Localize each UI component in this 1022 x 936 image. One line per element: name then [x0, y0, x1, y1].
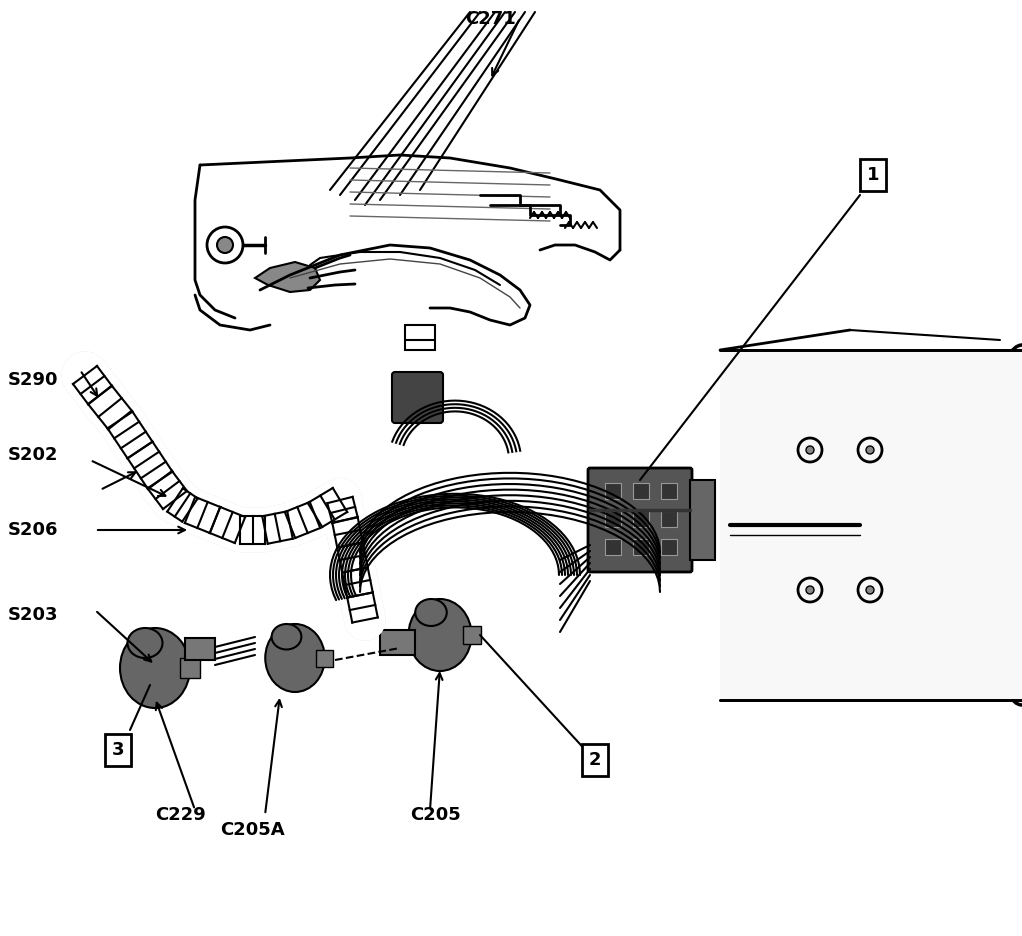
Circle shape	[806, 446, 814, 454]
Bar	[661, 511, 677, 527]
Bar	[633, 511, 649, 527]
Circle shape	[217, 237, 233, 253]
Bar	[690, 480, 715, 560]
Text: 1: 1	[867, 166, 879, 184]
Ellipse shape	[982, 345, 1022, 705]
Ellipse shape	[128, 628, 162, 658]
Bar	[463, 626, 480, 644]
Bar	[605, 483, 621, 499]
Bar	[605, 539, 621, 555]
Text: C205: C205	[410, 806, 461, 824]
Bar	[405, 325, 435, 350]
Circle shape	[866, 446, 874, 454]
FancyBboxPatch shape	[588, 468, 692, 572]
Ellipse shape	[409, 599, 471, 671]
Text: S206: S206	[8, 521, 58, 539]
Ellipse shape	[120, 628, 190, 708]
Text: S203: S203	[8, 606, 58, 624]
Ellipse shape	[415, 599, 447, 626]
Text: S290: S290	[8, 371, 58, 389]
Bar	[180, 658, 200, 678]
Text: C205A: C205A	[220, 821, 284, 839]
Ellipse shape	[266, 624, 325, 692]
Bar	[661, 483, 677, 499]
Text: 3: 3	[111, 741, 125, 759]
Text: C271: C271	[465, 10, 515, 28]
Text: C229: C229	[155, 806, 205, 824]
Bar	[605, 511, 621, 527]
Bar	[316, 650, 333, 666]
Circle shape	[806, 586, 814, 594]
Bar	[633, 539, 649, 555]
Bar	[721, 350, 1022, 700]
Bar	[661, 539, 677, 555]
Polygon shape	[256, 262, 320, 292]
Text: S202: S202	[8, 446, 58, 464]
Bar	[185, 638, 215, 660]
FancyBboxPatch shape	[392, 372, 443, 423]
Circle shape	[866, 586, 874, 594]
Bar	[633, 483, 649, 499]
Bar	[380, 630, 415, 655]
Text: 2: 2	[589, 751, 601, 769]
Ellipse shape	[272, 624, 301, 650]
